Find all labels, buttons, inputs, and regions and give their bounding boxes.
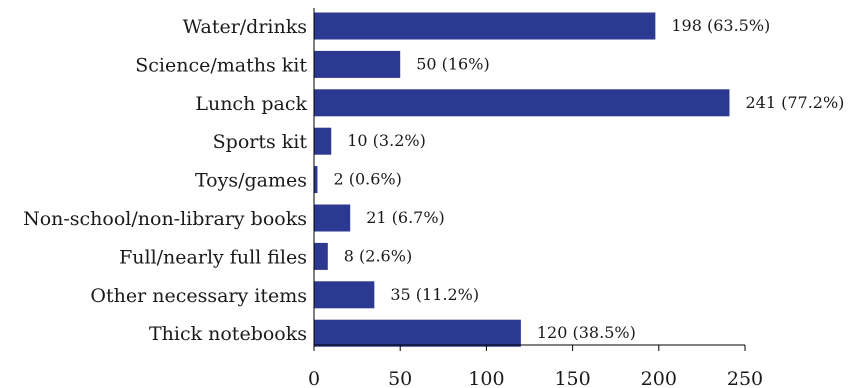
bars-layer (314, 12, 730, 347)
data-label-water-drinks: 198 (63.5%) (671, 16, 770, 35)
category-label-thick-notebooks: Thick notebooks (149, 323, 307, 345)
bar-non-school-non-library-books (314, 204, 351, 232)
data-label-lunch-pack: 241 (77.2%) (745, 93, 844, 112)
data-labels: 198 (63.5%) 50 (16%) 241 (77.2%) 10 (3.2%) 2… (333, 16, 844, 342)
x-tick-label-100: 100 (468, 368, 504, 388)
bar-toys-games (314, 166, 318, 194)
data-label-full-nearly-full-files: 8 (2.6%) (344, 246, 412, 265)
x-tick-label-150: 150 (554, 368, 590, 388)
category-label-non-school-non-library-books: Non-school/non-library books (23, 208, 307, 230)
category-label-lunch-pack: Lunch pack (195, 93, 307, 115)
bar-science-maths-kit (314, 50, 401, 78)
data-label-thick-notebooks: 120 (38.5%) (537, 323, 636, 342)
category-label-sports-kit: Sports kit (213, 131, 308, 153)
data-label-other-necessary-items: 35 (11.2%) (390, 285, 479, 304)
x-tick-label-250: 250 (727, 368, 763, 388)
bar-full-nearly-full-files (314, 242, 328, 270)
data-label-non-school-non-library-books: 21 (6.7%) (366, 208, 445, 227)
category-label-toys-games: Toys/games (195, 170, 307, 192)
x-axis-ticks: 0 50 100 150 200 250 (308, 345, 763, 388)
bar-water-drinks (314, 12, 656, 40)
category-labels: Water/drinks Science/maths kit Lunch pack S… (23, 16, 307, 345)
bar-thick-notebooks (314, 319, 521, 347)
bar-sports-kit (314, 127, 332, 155)
data-label-sports-kit: 10 (3.2%) (347, 131, 426, 150)
x-tick-label-200: 200 (641, 368, 677, 388)
x-tick-label-0: 0 (308, 368, 320, 388)
data-label-toys-games: 2 (0.6%) (333, 170, 401, 189)
data-label-science-maths-kit: 50 (16%) (416, 54, 490, 73)
bar-other-necessary-items (314, 281, 375, 309)
x-tick-label-50: 50 (388, 368, 412, 388)
category-label-water-drinks: Water/drinks (183, 16, 307, 38)
bar-lunch-pack (314, 89, 730, 117)
category-label-full-nearly-full-files: Full/nearly full files (119, 246, 307, 268)
axes (313, 8, 745, 351)
category-label-science-maths-kit: Science/maths kit (135, 54, 307, 76)
category-label-other-necessary-items: Other necessary items (90, 285, 307, 307)
